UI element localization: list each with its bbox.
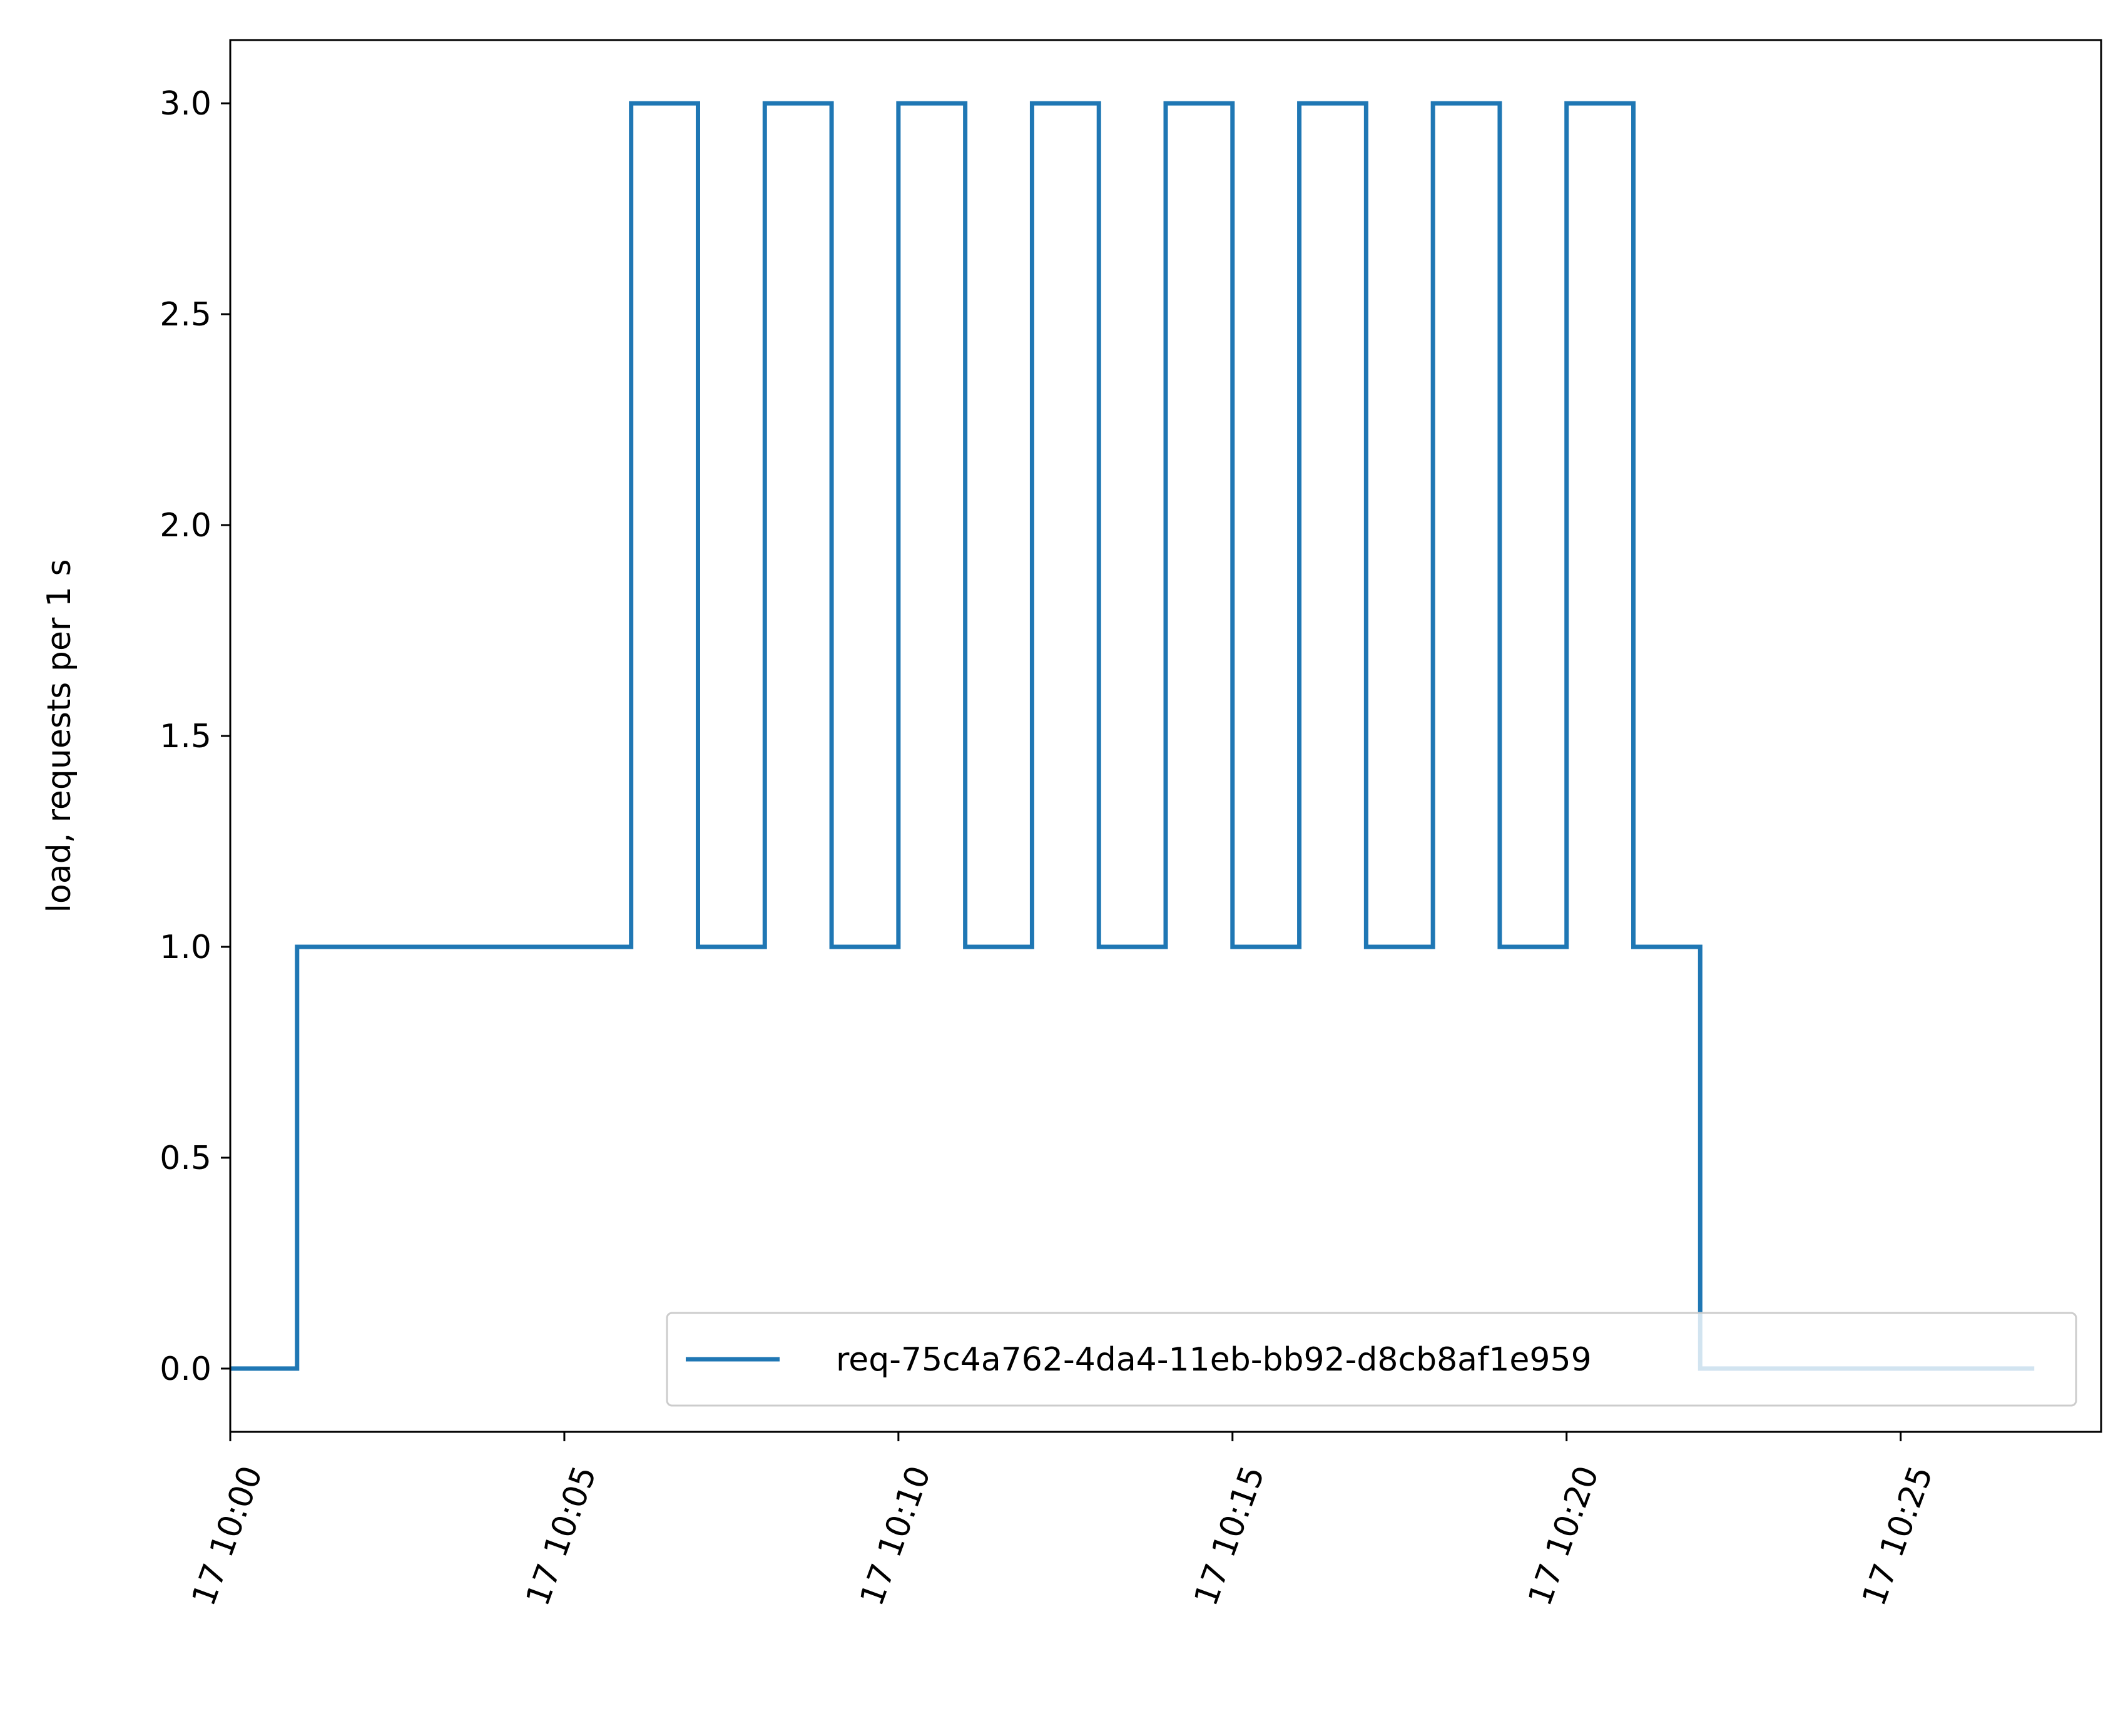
series-line-0 <box>230 101 2035 1371</box>
series-layer <box>230 101 2035 1371</box>
y-tick-label: 2.5 <box>160 296 211 334</box>
y-tick-label: 0.5 <box>160 1140 211 1177</box>
legend-box <box>666 1312 2077 1407</box>
y-tick-label: 1.5 <box>160 718 211 755</box>
y-tick-label: 3.0 <box>160 85 211 123</box>
y-axis: 0.0 0.5 1.0 1.5 2.0 2.5 3.0 <box>160 85 230 1388</box>
y-axis-label: load, requests per 1 s <box>41 559 78 912</box>
y-tick-label: 2.0 <box>160 507 211 544</box>
y-tick-label: 0.0 <box>160 1351 211 1388</box>
y-tick-label: 1.0 <box>160 929 211 966</box>
legend-label: req-75c4a762-4da4-11eb-bb92-d8cb8af1e959 <box>836 1341 1592 1379</box>
legend: req-75c4a762-4da4-11eb-bb92-d8cb8af1e959 <box>666 1312 2077 1407</box>
